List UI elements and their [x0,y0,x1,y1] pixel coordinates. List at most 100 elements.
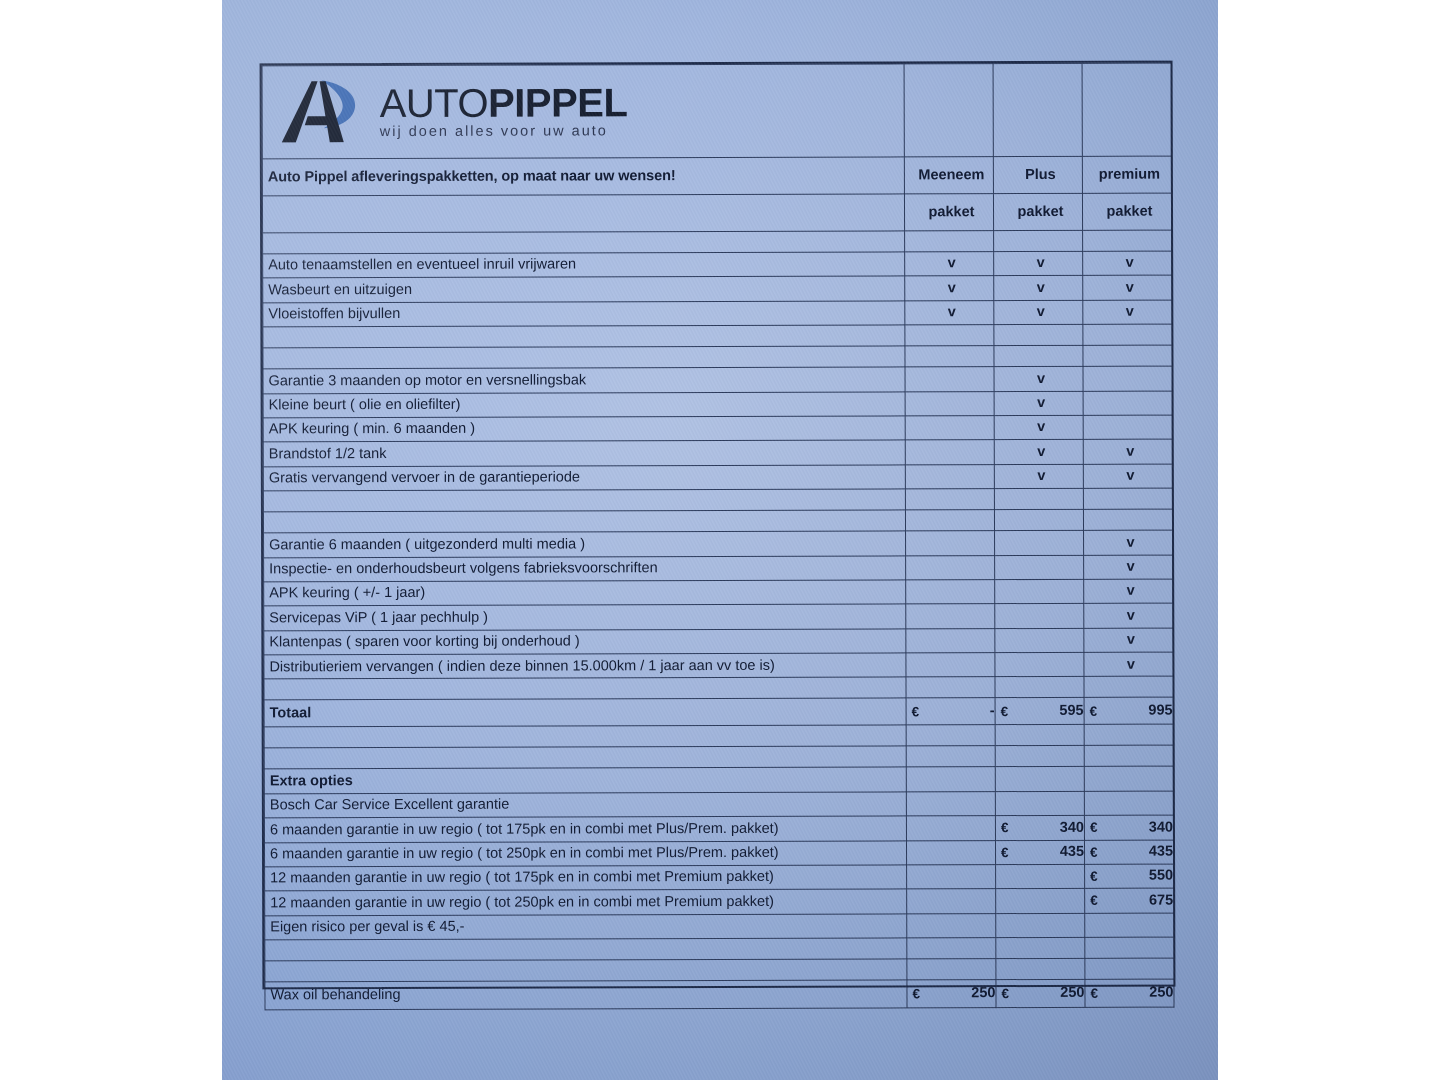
currency-symbol: € [1089,819,1098,836]
option-price-row: 12 maanden garantie in uw regio ( tot 25… [264,888,1174,916]
check-mark-cell: v [993,275,1083,301]
feature-label: Kleine beurt ( olie en oliefilter) [263,391,906,418]
autopippel-a-swoosh-logo [281,78,366,146]
total-row: Totaal € - €595 €995 [264,697,1174,728]
empty-cell [905,652,995,678]
empty-cell [264,959,907,983]
empty-cell [1082,230,1172,252]
empty-cell [906,937,996,960]
empty-cell [1083,415,1173,440]
option-price-row: Wax oil behandeling €250 €250 €250 [264,979,1175,1011]
empty-cell [905,555,995,580]
feature-row: Garantie 3 maanden op motor en versnelli… [263,366,1173,394]
empty-cell [905,415,995,441]
feature-label: Servicepas ViP ( 1 jaar pechhulp ) [263,604,906,631]
empty-cell [994,554,1084,580]
option-price-row: 6 maanden garantie in uw regio ( tot 175… [264,815,1174,843]
empty-cell [906,864,996,890]
logo-wordmark: AUTOPIPPEL [380,81,628,126]
price-amount: 595 [1059,703,1084,720]
empty-cell [906,791,996,817]
spacer-row [264,958,1174,983]
page-title: Auto Pippel afleveringspakketten, op maa… [262,156,905,196]
empty-cell [994,509,1084,531]
check-mark-cell: v [904,276,994,301]
currency-symbol: € [1090,893,1098,909]
empty-cell [1084,724,1174,746]
feature-label: Brandstof 1/2 tank [263,440,906,467]
empty-cell [262,325,905,349]
spacer-row [263,509,1173,534]
feature-label: Vloeistoffen bijvullen [262,300,905,328]
check-mark-cell: v [1082,251,1172,276]
empty-cell [905,464,995,490]
check-mark-cell: v [994,415,1084,440]
currency-symbol: € [1090,985,1099,1001]
check-mark-cell: v [1082,275,1172,301]
feature-label: APK keuring ( min. 6 maanden ) [263,415,906,443]
feature-row: Vloeistoffen bijvullen v v v [262,299,1172,328]
feature-label: Klantenpas ( sparen voor korting bij ond… [263,628,906,656]
feature-row: Klantenpas ( sparen voor korting bij ond… [263,627,1173,656]
price-amount: 340 [1059,819,1084,836]
price-amount: 250 [1060,985,1085,1002]
empty-cell [1084,766,1174,792]
empty-cell [905,677,996,699]
check-mark-cell: v [994,366,1084,392]
price-cell: €340 [1084,815,1174,840]
spacer-row [264,937,1174,962]
empty-cell [995,724,1085,747]
option-row: Bosch Car Service Excellent garantie [264,790,1174,819]
price-amount: 435 [1148,843,1174,860]
check-mark-cell: v [904,251,994,277]
empty-cell [905,509,995,532]
section-label: Extra opties [264,767,907,794]
feature-label: Gratis vervangend vervoer in de garantie… [263,464,906,492]
option-label: 12 maanden garantie in uw regio ( tot 17… [264,864,907,892]
empty-cell [993,63,1083,157]
currency-symbol: € [912,986,921,1002]
empty-cell [1083,390,1173,416]
check-mark-cell: v [1083,554,1173,580]
empty-cell [1084,790,1174,816]
check-mark-cell: v [994,464,1084,489]
empty-cell [906,913,996,939]
option-label: Bosch Car Service Excellent garantie [264,791,907,819]
feature-row: Kleine beurt ( olie en oliefilter) v [263,390,1173,418]
column-subheader-row: pakket pakket pakket [262,193,1172,233]
empty-cell [906,746,996,768]
section-header-row: Extra opties [264,766,1174,794]
document-photo: AUTOPIPPEL wij doen alles voor uw auto Aut… [222,0,1218,1080]
empty-cell [995,745,1085,768]
price-cell: €595 [995,697,1085,726]
empty-cell [1082,345,1173,367]
currency-symbol: € [911,704,920,720]
feature-row: Garantie 6 maanden ( uitgezonderd multi … [263,530,1173,558]
brand-logo: AUTOPIPPEL wij doen alles voor uw auto [268,64,904,158]
empty-cell [994,530,1084,556]
currency-symbol: € [1001,844,1009,860]
option-price-row: 6 maanden garantie in uw regio ( tot 250… [264,839,1174,867]
empty-cell [906,840,996,865]
empty-cell [1082,324,1172,346]
price-cell: €435 [1084,839,1174,865]
check-mark-cell: v [994,390,1084,416]
empty-cell [904,230,994,252]
price-cell: €250 [906,979,997,1009]
spacer-row [263,676,1174,701]
column-header-2-line1: Plus [993,156,1083,194]
feature-label: Wasbeurt en uitzuigen [262,276,905,303]
empty-cell [262,230,905,254]
empty-cell [905,603,995,629]
price-cell: €250 [995,979,1086,1008]
empty-cell [994,676,1085,699]
column-header-3-line1: premium [1082,156,1172,194]
feature-row: Wasbeurt en uitzuigen v v v [262,275,1172,303]
feature-row: Servicepas ViP ( 1 jaar pechhulp ) v [263,603,1173,631]
empty-cell [906,767,996,792]
option-label: Eigen risico per geval is € 45,- [264,913,907,941]
option-label: Wax oil behandeling [264,980,908,1011]
price-cell: €340 [995,815,1085,841]
empty-cell [995,913,1085,938]
option-price-row: 12 maanden garantie in uw regio ( tot 17… [264,864,1174,892]
